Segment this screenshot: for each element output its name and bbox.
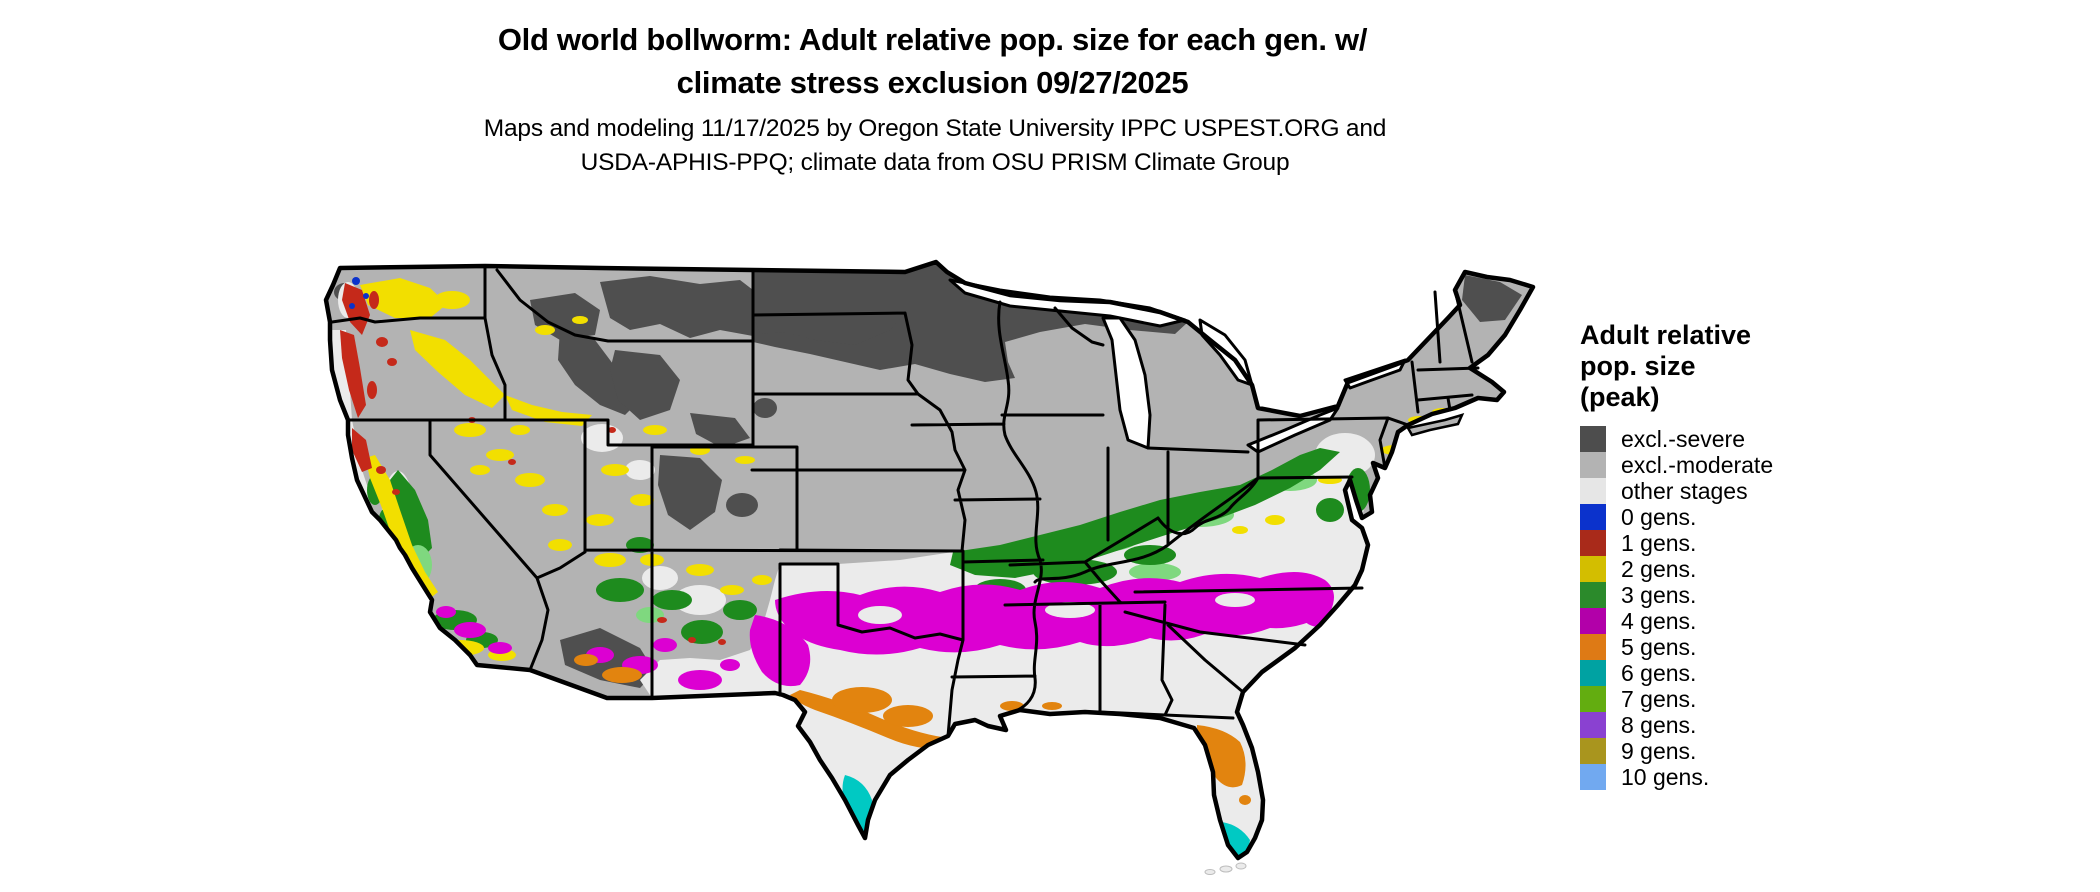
legend-item: excl.-moderate bbox=[1580, 452, 1910, 478]
legend-item: 3 gens. bbox=[1580, 582, 1910, 608]
legend-swatch bbox=[1580, 426, 1606, 452]
region-1-gens bbox=[340, 283, 726, 645]
legend-swatch bbox=[1580, 452, 1606, 478]
legend-item: 5 gens. bbox=[1580, 634, 1910, 660]
legend-swatch bbox=[1580, 660, 1606, 686]
legend-title: Adult relative pop. size (peak) bbox=[1580, 320, 1910, 413]
legend-swatch bbox=[1580, 712, 1606, 738]
legend-item-label: 0 gens. bbox=[1621, 504, 1697, 530]
legend-item: 1 gens. bbox=[1580, 530, 1910, 556]
legend-item-label: other stages bbox=[1621, 478, 1748, 504]
legend-title-line1: Adult relative bbox=[1580, 320, 1752, 350]
us-outline bbox=[323, 259, 1536, 861]
map-subtitle-line2: USDA-APHIS-PPQ; climate data from OSU PR… bbox=[580, 149, 1290, 176]
legend-swatch bbox=[1580, 478, 1606, 504]
legend-item-label: 5 gens. bbox=[1621, 634, 1697, 660]
legend-swatch bbox=[1580, 634, 1606, 660]
legend-title-line3: (peak) bbox=[1580, 382, 1660, 412]
legend-item: other stages bbox=[1580, 478, 1910, 504]
legend-item-label: 7 gens. bbox=[1621, 686, 1697, 712]
legend-item: 8 gens. bbox=[1580, 712, 1910, 738]
legend-item: 6 gens. bbox=[1580, 660, 1910, 686]
florida-keys bbox=[1204, 862, 1247, 875]
map-title-line2: climate stress exclusion 09/27/2025 bbox=[676, 65, 1189, 100]
legend-item: 10 gens. bbox=[1580, 764, 1910, 790]
legend-swatch bbox=[1580, 738, 1606, 764]
legend-swatch bbox=[1580, 556, 1606, 582]
legend-item-label: 1 gens. bbox=[1621, 530, 1697, 556]
legend-item: 4 gens. bbox=[1580, 608, 1910, 634]
legend-item-label: 9 gens. bbox=[1621, 738, 1697, 764]
legend-item: excl.-severe bbox=[1580, 426, 1910, 452]
map-title-line1: Old world bollworm: Adult relative pop. … bbox=[497, 22, 1368, 57]
legend-item-label: 6 gens. bbox=[1621, 660, 1697, 686]
legend-item-label: excl.-moderate bbox=[1621, 452, 1774, 478]
legend-swatch bbox=[1580, 686, 1606, 712]
legend-title-line2: pop. size bbox=[1580, 351, 1696, 381]
legend-item-label: 4 gens. bbox=[1621, 608, 1697, 634]
legend-swatch bbox=[1580, 504, 1606, 530]
legend-items: excl.-severe excl.-moderate other stages 0 … bbox=[1580, 426, 1910, 790]
map-subtitle: Maps and modeling 11/17/2025 by Oregon S… bbox=[0, 112, 1870, 180]
legend-item: 0 gens. bbox=[1580, 504, 1910, 530]
legend-item-label: 2 gens. bbox=[1621, 556, 1697, 582]
legend-item-label: excl.-severe bbox=[1621, 426, 1745, 452]
legend-swatch bbox=[1580, 530, 1606, 556]
legend-swatch bbox=[1580, 764, 1606, 790]
legend: Adult relative pop. size (peak) excl.-se… bbox=[1580, 320, 1910, 790]
region-4-gens bbox=[436, 571, 1336, 690]
legend-item-label: 8 gens. bbox=[1621, 712, 1697, 738]
legend-item-label: 10 gens. bbox=[1621, 764, 1710, 790]
legend-item: 9 gens. bbox=[1580, 738, 1910, 764]
legend-item: 2 gens. bbox=[1580, 556, 1910, 582]
state-borders bbox=[330, 264, 1480, 738]
region-6-gens bbox=[842, 775, 1250, 856]
lake-superior bbox=[948, 278, 1187, 328]
long-island bbox=[1406, 413, 1465, 437]
legend-item: 7 gens. bbox=[1580, 686, 1910, 712]
legend-item-label: 3 gens. bbox=[1621, 582, 1697, 608]
map-title: Old world bollworm: Adult relative pop. … bbox=[0, 18, 1865, 104]
map-subtitle-line1: Maps and modeling 11/17/2025 by Oregon S… bbox=[483, 115, 1387, 142]
legend-swatch bbox=[1580, 582, 1606, 608]
region-0-gens bbox=[349, 277, 369, 309]
legend-swatch bbox=[1580, 608, 1606, 634]
